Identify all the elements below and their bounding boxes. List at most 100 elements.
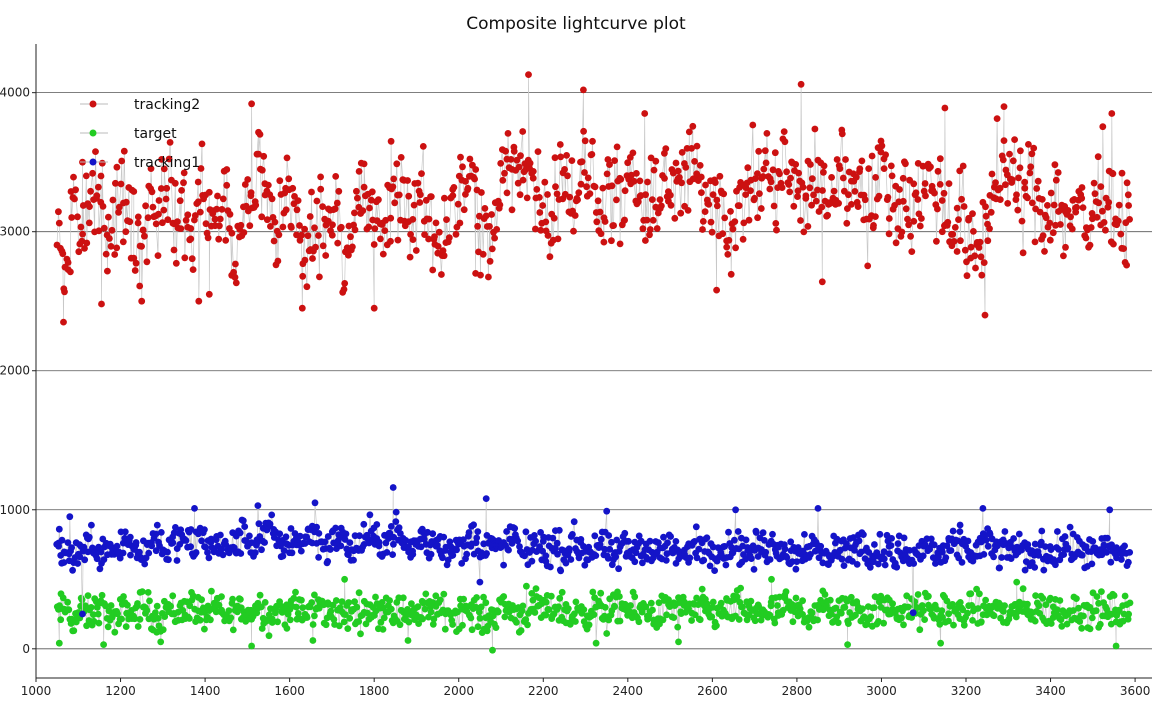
tracking2-point: [260, 152, 268, 160]
target-point: [1121, 592, 1129, 600]
tracking1-point: [313, 523, 320, 531]
target-point: [59, 594, 67, 602]
tracking2-point: [720, 190, 728, 198]
tracking2-point: [205, 290, 213, 298]
tracking2-point: [696, 162, 704, 169]
tracking2-point: [152, 220, 160, 228]
target-point: [1032, 592, 1039, 599]
target-point: [1093, 593, 1101, 600]
target-point: [696, 616, 704, 624]
tracking2-point: [851, 188, 859, 195]
tracking2-point: [1091, 190, 1099, 198]
tracking2-point: [854, 203, 862, 211]
target-point: [771, 619, 779, 627]
target-point: [111, 628, 119, 636]
tracking2-point: [978, 271, 986, 279]
tracking1-point: [172, 524, 179, 531]
tracking2-point: [643, 216, 651, 224]
tracking1-point: [366, 511, 374, 519]
tracking2-point: [880, 165, 888, 173]
tracking1-point: [855, 537, 863, 545]
target-point: [340, 618, 348, 626]
target-point: [357, 630, 364, 638]
tracking1-point: [840, 562, 848, 569]
tracking1-point: [1106, 506, 1114, 514]
tracking2-point: [1094, 153, 1102, 161]
tracking2-point: [754, 170, 761, 178]
tracking2-point: [105, 213, 112, 221]
tracking2-point: [429, 266, 437, 274]
target-point: [152, 609, 159, 617]
tracking1-point: [843, 540, 850, 547]
tracking1-point: [505, 546, 512, 554]
tracking2-point: [993, 115, 1001, 122]
tracking2-point: [1004, 200, 1012, 207]
target-point: [844, 641, 851, 648]
tracking2-point: [166, 139, 174, 146]
target-point: [474, 623, 482, 631]
target-point: [843, 597, 851, 605]
tracking2-point: [568, 157, 576, 165]
tracking1-point: [794, 544, 802, 551]
tracking2-point: [1008, 176, 1016, 184]
tracking2-point: [391, 199, 399, 207]
tracking2-point: [434, 243, 442, 250]
tracking2-point: [176, 197, 184, 205]
tracking2-point: [795, 169, 802, 177]
tracking2-point: [482, 212, 490, 220]
tracking1-point: [88, 521, 95, 529]
tracking2-point: [532, 225, 539, 233]
target-point: [768, 575, 775, 583]
tracking2-point: [425, 235, 432, 243]
target-point: [735, 616, 743, 623]
tracking1-point: [145, 549, 153, 557]
tracking2-point: [160, 165, 168, 173]
tracking2-point: [81, 245, 88, 252]
tracking2-point: [306, 213, 314, 220]
target-point: [852, 611, 859, 619]
tracking2-point: [780, 128, 788, 136]
tracking1-point: [762, 548, 770, 556]
tracking2-point: [843, 219, 851, 227]
tracking1-point: [1124, 559, 1132, 566]
tracking1-point: [311, 499, 319, 507]
tracking2-point: [395, 191, 403, 199]
tracking2-point: [887, 162, 895, 170]
tracking2-point: [819, 187, 826, 194]
tracking2-point: [536, 209, 544, 216]
tracking2-point: [196, 208, 204, 216]
tracking1-point: [562, 559, 570, 567]
tracking1-point: [427, 550, 435, 558]
target-point: [436, 596, 444, 604]
target-point: [933, 605, 941, 613]
target-point: [460, 595, 467, 603]
tracking2-point: [223, 181, 231, 189]
tracking2-point: [223, 166, 231, 173]
tracking1-point: [703, 534, 711, 542]
target-point: [102, 602, 109, 610]
tracking2-point: [705, 201, 713, 208]
tracking2-point: [466, 155, 474, 163]
target-point: [531, 609, 539, 616]
target-point: [268, 619, 276, 626]
x-tick-label: 2800: [782, 684, 813, 698]
tracking1-point: [531, 532, 538, 539]
target-point: [335, 622, 343, 630]
tracking2-point: [898, 228, 906, 236]
tracking2-point: [333, 199, 341, 207]
tracking2-point: [986, 225, 993, 233]
tracking1-point: [202, 543, 210, 551]
tracking1-point: [165, 556, 172, 564]
tracking1-point: [266, 520, 274, 528]
tracking1-point: [345, 551, 352, 559]
tracking1-point: [191, 505, 198, 512]
tracking2-point: [633, 170, 640, 177]
tracking2-point: [319, 242, 327, 250]
tracking2-point: [751, 194, 758, 202]
target-point: [95, 619, 103, 627]
target-point: [1063, 620, 1071, 628]
tracking2-point: [885, 230, 893, 238]
target-point: [134, 623, 142, 630]
tracking2-point: [100, 224, 108, 232]
target-point: [201, 625, 208, 633]
